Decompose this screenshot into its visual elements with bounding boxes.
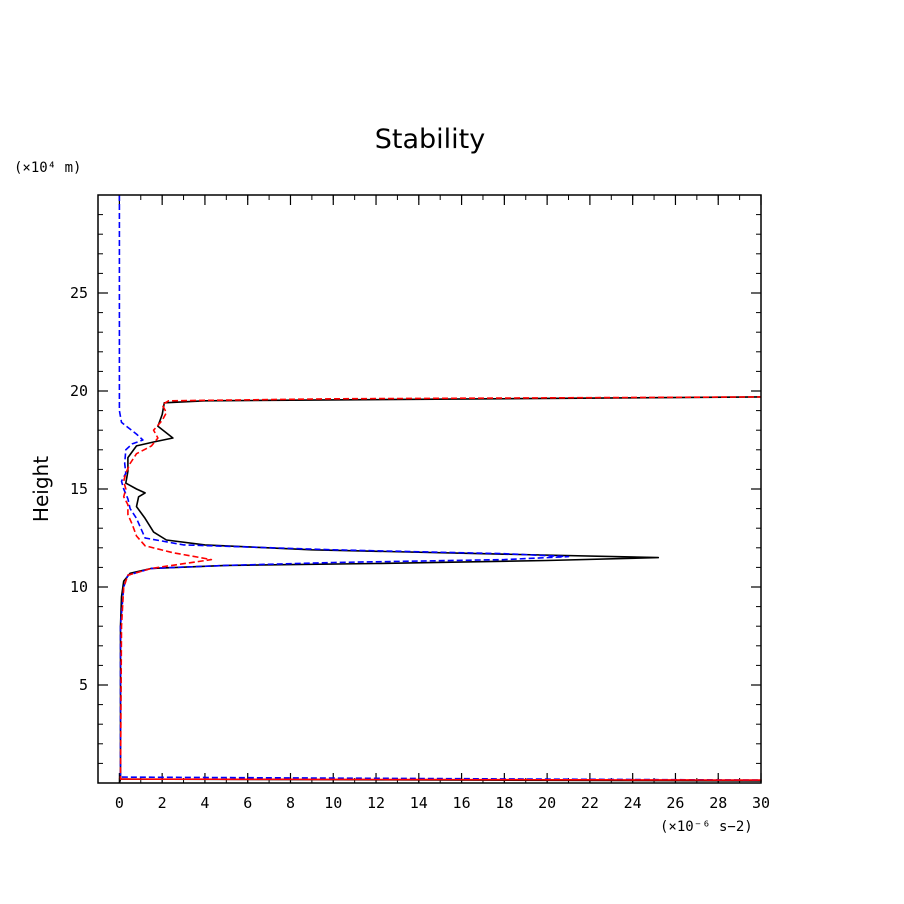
x-tick-label: 10 [324,794,342,812]
y-tick-label: 15 [70,480,88,498]
x-tick-label: 4 [200,794,209,812]
chart-title: Stability [375,124,486,155]
x-tick-label: 8 [286,794,295,812]
x-unit-label: (×10⁻⁶ s−2) [660,819,753,835]
series-line-1 [118,396,762,784]
plot-frame [97,194,762,784]
x-tick-label: 24 [624,794,642,812]
series-line-3 [119,396,762,781]
y-tick-label: 5 [79,676,88,694]
x-tick-label: 12 [367,794,385,812]
y-tick-label: 20 [70,382,88,400]
series-lines [118,195,762,784]
y-tick-label: 25 [70,284,88,302]
x-tick-label: 22 [581,794,599,812]
y-axis-label: Height [29,456,53,522]
x-tick-label: 28 [709,794,727,812]
x-tick-label: 14 [410,794,428,812]
y-tick-label: 10 [70,578,88,596]
x-tick-label: 6 [243,794,252,812]
x-tick-label: 16 [453,794,471,812]
series-line-2 [118,195,762,781]
x-tick-label: 18 [495,794,513,812]
x-tick-label: 2 [158,794,167,812]
x-tick-label: 0 [115,794,124,812]
x-tick-label: 20 [538,794,556,812]
y-unit-label: (×10⁴ m) [14,160,81,176]
x-tick-label: 30 [752,794,770,812]
x-tick-label: 26 [666,794,684,812]
